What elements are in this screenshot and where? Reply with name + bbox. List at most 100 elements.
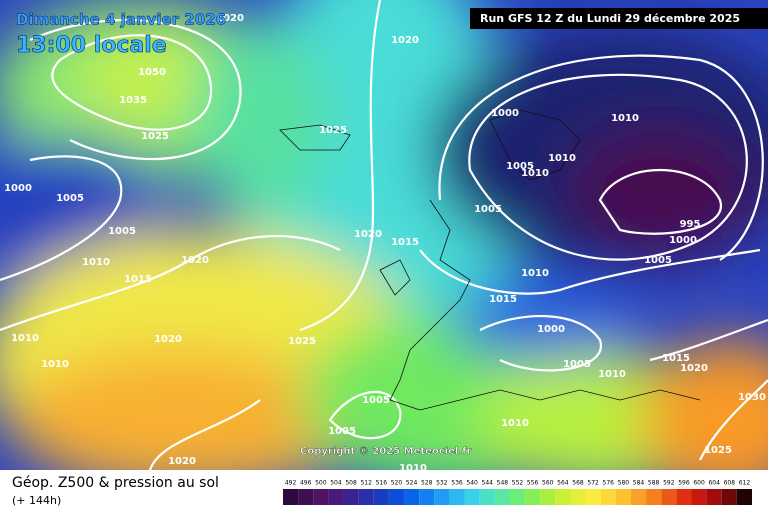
isobar-lines — [0, 0, 768, 470]
legend-swatch — [721, 489, 737, 505]
legend-label: 544 — [482, 480, 494, 487]
legend-label: 532 — [436, 480, 448, 487]
legend-swatch — [540, 489, 556, 505]
legend-label: 596 — [678, 480, 690, 487]
isobar-label: 1010 — [598, 369, 626, 380]
isobar-label: 1050 — [138, 67, 166, 78]
legend-swatch — [509, 489, 526, 505]
isobar-label: 1005 — [362, 395, 390, 406]
legend-swatch — [449, 489, 465, 505]
isobar-label: 1020 — [154, 334, 182, 345]
legend-swatch — [328, 489, 344, 505]
isobar-label: 1010 — [548, 153, 576, 164]
legend-label: 588 — [648, 480, 660, 487]
isobar-label: 1010 — [399, 463, 427, 474]
date: Dimanche 4 janvier 2026 — [16, 11, 226, 29]
isobar-label: 1025 — [141, 131, 169, 142]
copyright: Copyright © 2025 Meteociel.fr — [300, 446, 471, 457]
run-box — [470, 8, 768, 29]
isobar-label: 1010 — [521, 268, 549, 279]
legend-label: 608 — [724, 480, 736, 487]
legend-label: 612 — [739, 480, 751, 487]
footer-title: Géop. Z500 & pression au sol — [12, 475, 219, 491]
legend-swatch — [388, 489, 405, 505]
legend-swatch — [555, 489, 571, 505]
legend-label: 604 — [708, 480, 720, 487]
legend-swatch — [313, 489, 329, 505]
legend-label: 492 — [285, 480, 297, 487]
legend-swatch — [676, 489, 692, 505]
isobar-label: 1020 — [168, 456, 196, 467]
legend-label: 512 — [360, 480, 372, 487]
isobar-label: 1020 — [680, 363, 708, 374]
isobar-label: 1020 — [216, 13, 244, 24]
isobar-label: 1000 — [491, 108, 519, 119]
isobar-label: 1010 — [611, 113, 639, 124]
isobar-label: 1020 — [391, 35, 419, 46]
isobar-label: 1020 — [354, 229, 382, 240]
isobar-label: 1000 — [669, 235, 697, 246]
legend-swatch — [706, 489, 722, 505]
isobar-label: 1010 — [11, 333, 39, 344]
legend-swatch — [736, 489, 752, 505]
legend-label: 524 — [406, 480, 418, 487]
legend-label: 560 — [542, 480, 554, 487]
isobar-label: 1005 — [328, 426, 356, 437]
isobar-label: 1015 — [391, 237, 419, 248]
isobar-label: 1005 — [108, 226, 136, 237]
footer-lead: (+ 144h) — [12, 494, 61, 507]
legend-label: 496 — [300, 480, 312, 487]
legend-label: 576 — [603, 480, 615, 487]
isobar-label: 1005 — [474, 204, 502, 215]
legend-label: 504 — [330, 480, 342, 487]
legend-swatch — [298, 489, 314, 505]
isobar-label: 1005 — [506, 161, 534, 172]
legend-swatch — [343, 489, 359, 505]
legend-label: 540 — [466, 480, 478, 487]
legend-swatch — [661, 489, 677, 505]
legend-swatch — [464, 489, 480, 505]
isobar-label: 1025 — [288, 336, 316, 347]
legend-swatch — [630, 489, 647, 505]
legend-swatch — [419, 489, 435, 505]
legend-label: 536 — [451, 480, 463, 487]
legend-swatch — [691, 489, 707, 505]
legend-label: 516 — [376, 480, 388, 487]
legend-label: 568 — [572, 480, 584, 487]
coastlines — [279, 109, 701, 411]
legend: 492 496 500 504 508 512 516 520 524 528 532 536 540 5… — [283, 480, 752, 505]
isobar-label: 1015 — [662, 353, 690, 364]
isobar-label: 1005 — [563, 359, 591, 370]
legend-swatch — [525, 489, 541, 505]
legend-swatch — [585, 489, 601, 505]
legend-label: 564 — [557, 480, 569, 487]
legend-label: 580 — [618, 480, 630, 487]
legend-label: 520 — [391, 480, 403, 487]
legend-swatch — [404, 489, 420, 505]
legend-label: 528 — [421, 480, 433, 487]
legend-swatch — [358, 489, 374, 505]
isobar-label: 1010 — [82, 257, 110, 268]
isobar-label: 1030 — [738, 392, 766, 403]
legend-swatch — [283, 489, 299, 505]
isobar-label: 1000 — [4, 183, 32, 194]
isobar-label: 1010 — [41, 359, 69, 370]
legend-swatch — [646, 489, 662, 505]
legend-label: 592 — [663, 480, 675, 487]
legend-swatch — [494, 489, 510, 505]
legend-swatch — [479, 489, 495, 505]
isobar-label: 1010 — [521, 168, 549, 179]
legend-label: 552 — [512, 480, 524, 487]
isobar-label: 1025 — [704, 445, 732, 456]
legend-label: 600 — [693, 480, 705, 487]
legend-label: 556 — [527, 480, 539, 487]
legend-swatch — [570, 489, 586, 505]
isobar-label: 1010 — [501, 418, 529, 429]
isobar-label: 1005 — [56, 193, 84, 204]
isobar-label: 1005 — [644, 255, 672, 266]
legend-swatch — [373, 489, 389, 505]
isobar-label: 995 — [680, 219, 701, 230]
